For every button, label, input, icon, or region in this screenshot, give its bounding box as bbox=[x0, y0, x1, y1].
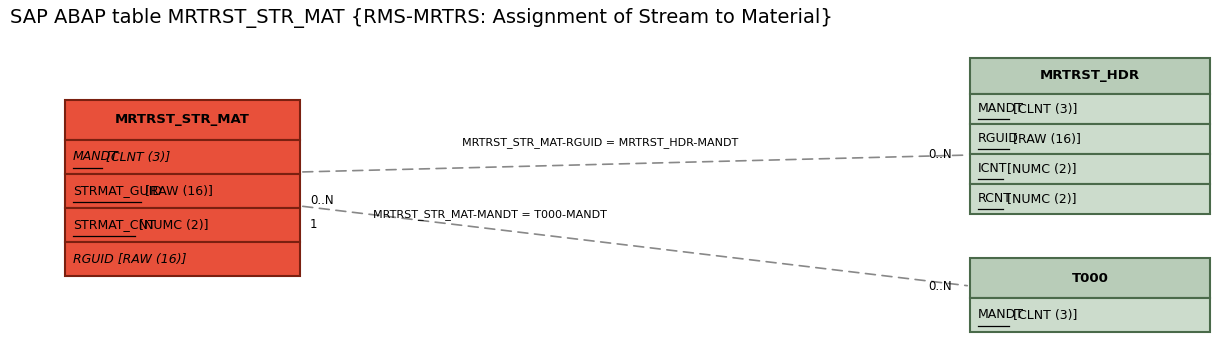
Text: [NUMC (2)]: [NUMC (2)] bbox=[135, 218, 209, 232]
Text: [NUMC (2)]: [NUMC (2)] bbox=[1003, 193, 1076, 206]
Text: MRTRST_STR_MAT-RGUID = MRTRST_HDR-MANDT: MRTRST_STR_MAT-RGUID = MRTRST_HDR-MANDT bbox=[462, 137, 738, 148]
FancyBboxPatch shape bbox=[970, 184, 1210, 214]
Text: MRTRST_HDR: MRTRST_HDR bbox=[1039, 70, 1139, 82]
Text: ICNT: ICNT bbox=[978, 163, 1008, 175]
Text: [CLNT (3)]: [CLNT (3)] bbox=[102, 150, 171, 164]
Text: RCNT: RCNT bbox=[978, 193, 1013, 206]
Text: SAP ABAP table MRTRST_STR_MAT {RMS-MRTRS: Assignment of Stream to Material}: SAP ABAP table MRTRST_STR_MAT {RMS-MRTRS… bbox=[10, 8, 833, 28]
Text: RGUID [RAW (16)]: RGUID [RAW (16)] bbox=[73, 252, 187, 266]
Text: STRMAT_CNT: STRMAT_CNT bbox=[73, 218, 156, 232]
Text: MANDT: MANDT bbox=[978, 309, 1024, 321]
FancyBboxPatch shape bbox=[970, 154, 1210, 184]
Text: [RAW (16)]: [RAW (16)] bbox=[142, 185, 214, 197]
FancyBboxPatch shape bbox=[970, 298, 1210, 332]
FancyBboxPatch shape bbox=[970, 258, 1210, 298]
FancyBboxPatch shape bbox=[970, 58, 1210, 94]
FancyBboxPatch shape bbox=[970, 94, 1210, 124]
Text: [RAW (16)]: [RAW (16)] bbox=[1009, 132, 1081, 145]
FancyBboxPatch shape bbox=[970, 124, 1210, 154]
FancyBboxPatch shape bbox=[65, 242, 300, 276]
Text: 0..N: 0..N bbox=[928, 280, 952, 292]
Text: 1: 1 bbox=[310, 218, 317, 231]
FancyBboxPatch shape bbox=[65, 208, 300, 242]
Text: [CLNT (3)]: [CLNT (3)] bbox=[1009, 102, 1077, 116]
Text: [NUMC (2)]: [NUMC (2)] bbox=[1003, 163, 1076, 175]
Text: MRTRST_STR_MAT-MANDT = T000-MANDT: MRTRST_STR_MAT-MANDT = T000-MANDT bbox=[373, 209, 606, 220]
FancyBboxPatch shape bbox=[65, 140, 300, 174]
Text: 0..N: 0..N bbox=[310, 194, 333, 207]
Text: RGUID: RGUID bbox=[978, 132, 1019, 145]
FancyBboxPatch shape bbox=[65, 174, 300, 208]
Text: T000: T000 bbox=[1071, 271, 1109, 285]
Text: MANDT: MANDT bbox=[978, 102, 1024, 116]
FancyBboxPatch shape bbox=[65, 100, 300, 140]
Text: MRTRST_STR_MAT: MRTRST_STR_MAT bbox=[115, 114, 250, 126]
Text: MANDT: MANDT bbox=[73, 150, 118, 164]
Text: [CLNT (3)]: [CLNT (3)] bbox=[1009, 309, 1077, 321]
Text: STRMAT_GUID: STRMAT_GUID bbox=[73, 185, 162, 197]
Text: 0..N: 0..N bbox=[928, 148, 952, 162]
